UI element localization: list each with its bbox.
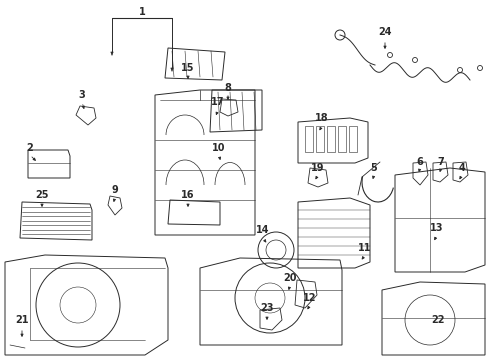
Text: 12: 12 [303, 293, 316, 303]
Text: 19: 19 [311, 163, 324, 173]
Text: 13: 13 [429, 223, 443, 233]
Text: 9: 9 [111, 185, 118, 195]
Text: 24: 24 [378, 27, 391, 37]
Text: 15: 15 [181, 63, 194, 73]
Text: 6: 6 [416, 157, 423, 167]
Text: 4: 4 [458, 163, 465, 173]
Text: 22: 22 [430, 315, 444, 325]
Text: 21: 21 [15, 315, 29, 325]
Bar [315, 126, 324, 152]
Bar [337, 126, 346, 152]
Text: 10: 10 [212, 143, 225, 153]
Text: 20: 20 [283, 273, 296, 283]
Text: 18: 18 [315, 113, 328, 123]
Text: 1: 1 [138, 7, 145, 17]
Text: 3: 3 [79, 90, 85, 100]
Bar [326, 126, 334, 152]
Text: 16: 16 [181, 190, 194, 200]
Text: 7: 7 [437, 157, 444, 167]
Bar [348, 126, 356, 152]
Bar [305, 126, 312, 152]
Text: 5: 5 [370, 163, 377, 173]
Text: 8: 8 [224, 83, 231, 93]
Text: 25: 25 [35, 190, 49, 200]
Text: 2: 2 [26, 143, 33, 153]
Text: 14: 14 [256, 225, 269, 235]
Text: 11: 11 [358, 243, 371, 253]
Text: 17: 17 [211, 97, 224, 107]
Text: 23: 23 [260, 303, 273, 313]
